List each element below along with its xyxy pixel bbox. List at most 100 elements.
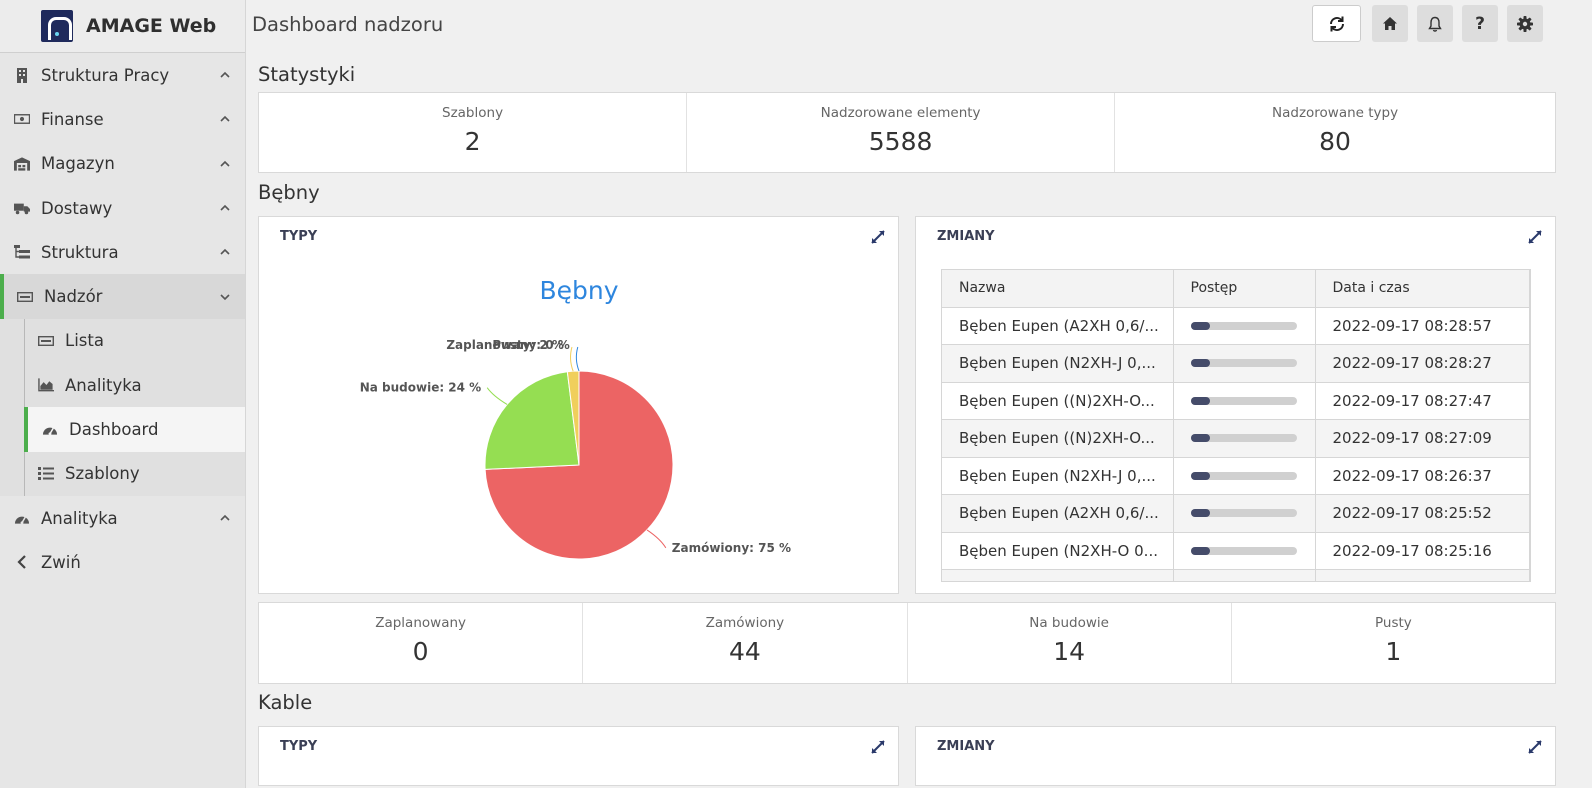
settings-button[interactable] xyxy=(1507,5,1543,42)
cell-name: Bęben Eupen (N2XH-J 0,... xyxy=(942,344,1174,383)
progress-bar-fill xyxy=(1190,546,1210,555)
sidebar-subitem-dashboard[interactable]: Dashboard xyxy=(24,407,245,452)
table-row[interactable]: Bęben Eupen (N2XH-J 0,... 2022-09-17 08:2… xyxy=(942,344,1530,383)
cell-name: Bęben Eupen ((N)2XH-O... xyxy=(942,382,1174,420)
panel-title: ZMIANY xyxy=(937,739,995,754)
progress-bar-fill xyxy=(1190,321,1210,330)
panel-kable-types: TYPY xyxy=(258,726,899,786)
stat-pusty: Pusty 1 xyxy=(1232,603,1555,683)
table-row[interactable]: Bęben Eupen (A2XH 0,6/... 2022-09-17 08:2… xyxy=(942,307,1530,345)
page-title: Dashboard nadzoru xyxy=(252,13,444,36)
brand-name: AMAGE Web xyxy=(86,15,217,37)
sitemap-icon xyxy=(14,244,30,260)
sidebar-item-struktura-pracy[interactable]: Struktura Pracy xyxy=(0,53,245,97)
stat-value: 1 xyxy=(1385,637,1402,666)
cell-empty xyxy=(942,569,1174,581)
stat-zaplanowany: Zaplanowany 0 xyxy=(259,603,584,683)
cell-name: Bęben Eupen (N2XH-O 0... xyxy=(942,532,1174,570)
stat-label: Szablony xyxy=(442,105,504,121)
cell-name: Bęben Eupen (A2XH 0,6/... xyxy=(942,494,1174,533)
sidebar-item-label: Analityka xyxy=(65,375,142,395)
stat-value: 2 xyxy=(464,127,481,156)
column-header-data[interactable]: Data i czas xyxy=(1315,270,1530,308)
panel-kable-changes: ZMIANY xyxy=(915,726,1556,786)
cell-progress xyxy=(1173,382,1316,420)
cell-datetime: 2022-09-17 08:28:57 xyxy=(1315,307,1530,345)
home-button[interactable] xyxy=(1372,5,1408,42)
help-button[interactable]: ? xyxy=(1462,5,1498,42)
pie-slice[interactable] xyxy=(484,371,580,470)
stats-statystyki: Szablony 2 Nadzorowane elementy 5588 Nad… xyxy=(258,92,1556,173)
cell-progress xyxy=(1173,419,1316,458)
progress-bar xyxy=(1190,471,1297,480)
table-row[interactable]: Bęben Eupen (N2XH-J 0,... 2022-09-17 08:2… xyxy=(942,457,1530,495)
sidebar-item-label: Magazyn xyxy=(41,154,115,174)
sidebar-subitem-analityka[interactable]: Analityka xyxy=(0,363,245,407)
sidebar-subitem-lista[interactable]: Lista xyxy=(0,319,245,363)
column-header-postep[interactable]: Postęp xyxy=(1173,270,1316,308)
changes-table-container[interactable]: Nazwa Postęp Data i czas Bęben Eupen (A2… xyxy=(941,269,1531,582)
cell-progress xyxy=(1173,307,1316,345)
panel-title: TYPY xyxy=(280,229,318,244)
cell-datetime: 2022-09-17 08:25:16 xyxy=(1315,532,1530,570)
stat-zamowiony: Zamówiony 44 xyxy=(583,603,908,683)
table-row[interactable]: Bęben Eupen ((N)2XH-O... 2022-09-17 08:27… xyxy=(942,419,1530,458)
pie-label: Na budowie: 24 % xyxy=(360,381,482,395)
sidebar-item-label: Dashboard xyxy=(69,420,159,440)
table-row[interactable]: Bęben Eupen ((N)2XH-O... 2022-09-17 08:27… xyxy=(942,382,1530,420)
sidebar-item-label: Struktura Pracy xyxy=(41,65,170,85)
sidebar-item-dostawy[interactable]: Dostawy xyxy=(0,186,245,230)
brand[interactable]: AMAGE Web xyxy=(0,0,245,53)
brand-logo xyxy=(41,10,73,42)
chevron-up-icon xyxy=(220,72,230,78)
sidebar-item-label: Zwiń xyxy=(41,552,81,572)
expand-icon[interactable] xyxy=(1527,739,1543,755)
chart-area-icon xyxy=(38,377,54,393)
chevron-up-icon xyxy=(220,160,230,167)
pie-label: Zamówiony: 75 % xyxy=(672,541,791,555)
money-icon xyxy=(14,111,30,127)
expand-icon[interactable] xyxy=(1527,229,1543,245)
panels-bebny: TYPY Bębny Zamówiony: 75 % Na budowie: 24… xyxy=(258,216,1556,594)
table-row[interactable]: Bęben Eupen (A2XH 0,6/... 2022-09-17 08:2… xyxy=(942,494,1530,533)
stat-value: 14 xyxy=(1053,637,1086,666)
sidebar-item-magazyn[interactable]: Magazyn xyxy=(0,142,245,186)
sidebar-subitem-szablony[interactable]: Szablony xyxy=(0,452,245,496)
gear-icon xyxy=(1517,15,1533,32)
sidebar-item-label: Analityka xyxy=(41,508,118,528)
expand-icon[interactable] xyxy=(870,229,886,245)
warehouse-icon xyxy=(14,156,30,172)
chevron-up-icon xyxy=(220,116,230,123)
sidebar-item-analityka[interactable]: Analityka xyxy=(0,496,245,540)
cell-datetime: 2022-09-17 08:27:47 xyxy=(1315,382,1530,420)
stat-value: 80 xyxy=(1319,127,1351,156)
sidebar-item-nadzor[interactable]: Nadzór xyxy=(0,274,245,319)
sidebar-item-collapse[interactable]: Zwiń xyxy=(0,540,245,584)
stat-value: 5588 xyxy=(868,127,933,156)
panel-title: TYPY xyxy=(280,739,318,754)
sidebar-item-finanse[interactable]: Finanse xyxy=(0,97,245,141)
table-header-row: Nazwa Postęp Data i czas xyxy=(942,270,1530,308)
refresh-button[interactable] xyxy=(1312,5,1361,42)
gauge-icon xyxy=(42,422,58,438)
progress-bar xyxy=(1190,509,1297,518)
section-title-bebny: Bębny xyxy=(258,181,320,204)
pie-leader-line xyxy=(486,387,508,405)
cell-progress xyxy=(1173,457,1316,495)
expand-icon[interactable] xyxy=(870,739,886,755)
stat-label: Zaplanowany xyxy=(375,615,467,631)
building-icon xyxy=(14,67,30,83)
cell-progress xyxy=(1173,494,1316,533)
stat-label: Pusty xyxy=(1374,615,1412,631)
notifications-button[interactable] xyxy=(1417,5,1453,42)
panel-bebny-changes: ZMIANY Nazwa Postęp Data i czas Bęben Eu… xyxy=(915,216,1556,594)
chart-title: Bębny xyxy=(539,276,618,305)
cell-name: Bęben Eupen (N2XH-J 0,... xyxy=(942,457,1174,495)
sidebar-item-label: Struktura xyxy=(41,242,119,262)
column-header-nazwa[interactable]: Nazwa xyxy=(942,270,1174,308)
table-row[interactable]: Bęben Eupen (N2XH-O 0... 2022-09-17 08:25… xyxy=(942,532,1530,570)
cell-empty xyxy=(1173,569,1316,581)
sidebar-item-struktura[interactable]: Struktura xyxy=(0,230,245,274)
cell-progress xyxy=(1173,344,1316,383)
sidebar-item-label: Szablony xyxy=(65,464,140,484)
